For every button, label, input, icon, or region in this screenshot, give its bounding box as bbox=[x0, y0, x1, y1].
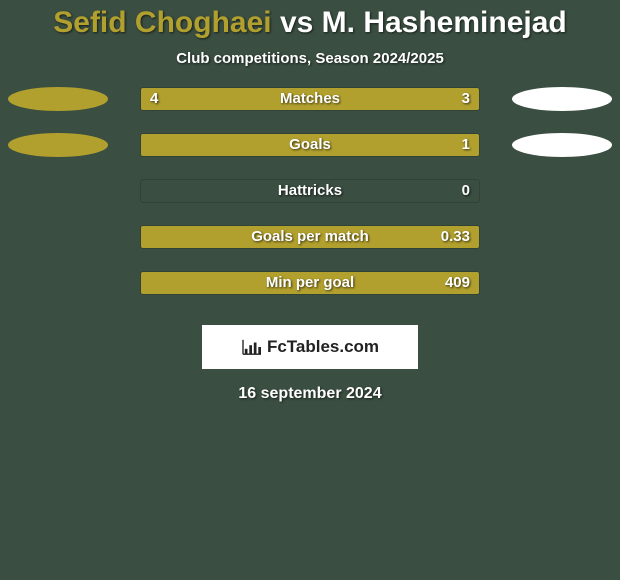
player2-marker bbox=[512, 133, 612, 157]
stat-row: 0Hattricks bbox=[0, 179, 620, 225]
comparison-title: Sefid Choghaei vs M. Hasheminejad bbox=[0, 0, 620, 40]
player2-value: 3 bbox=[462, 87, 470, 111]
comparison-chart: 43Matches1Goals0Hattricks0.33Goals per m… bbox=[0, 87, 620, 317]
logo-text: FcTables.com bbox=[267, 337, 379, 357]
stat-track bbox=[140, 133, 480, 157]
player2-value: 0.33 bbox=[441, 225, 470, 249]
player1-marker bbox=[8, 87, 108, 111]
date-label: 16 september 2024 bbox=[0, 385, 620, 403]
player2-value: 0 bbox=[462, 179, 470, 203]
player1-name: Sefid Choghaei bbox=[53, 6, 271, 39]
fctables-logo: FcTables.com bbox=[202, 325, 418, 369]
player2-value: 1 bbox=[462, 133, 470, 157]
player1-marker bbox=[8, 133, 108, 157]
stat-track bbox=[140, 87, 480, 111]
stat-track bbox=[140, 179, 480, 203]
player1-fill bbox=[141, 272, 479, 294]
player1-value: 4 bbox=[150, 87, 158, 111]
player1-fill bbox=[141, 226, 479, 248]
stat-track bbox=[140, 271, 480, 295]
stat-row: 43Matches bbox=[0, 87, 620, 133]
stat-row: 0.33Goals per match bbox=[0, 225, 620, 271]
player2-marker bbox=[512, 87, 612, 111]
player1-fill bbox=[141, 134, 479, 156]
subtitle: Club competitions, Season 2024/2025 bbox=[0, 50, 620, 67]
player1-fill bbox=[141, 88, 479, 110]
stat-track bbox=[140, 225, 480, 249]
title-vs: vs bbox=[272, 6, 322, 39]
bar-chart-icon bbox=[241, 338, 263, 356]
stat-row: 1Goals bbox=[0, 133, 620, 179]
player2-name: M. Hasheminejad bbox=[322, 6, 567, 39]
stat-row: 409Min per goal bbox=[0, 271, 620, 317]
player2-value: 409 bbox=[445, 271, 470, 295]
